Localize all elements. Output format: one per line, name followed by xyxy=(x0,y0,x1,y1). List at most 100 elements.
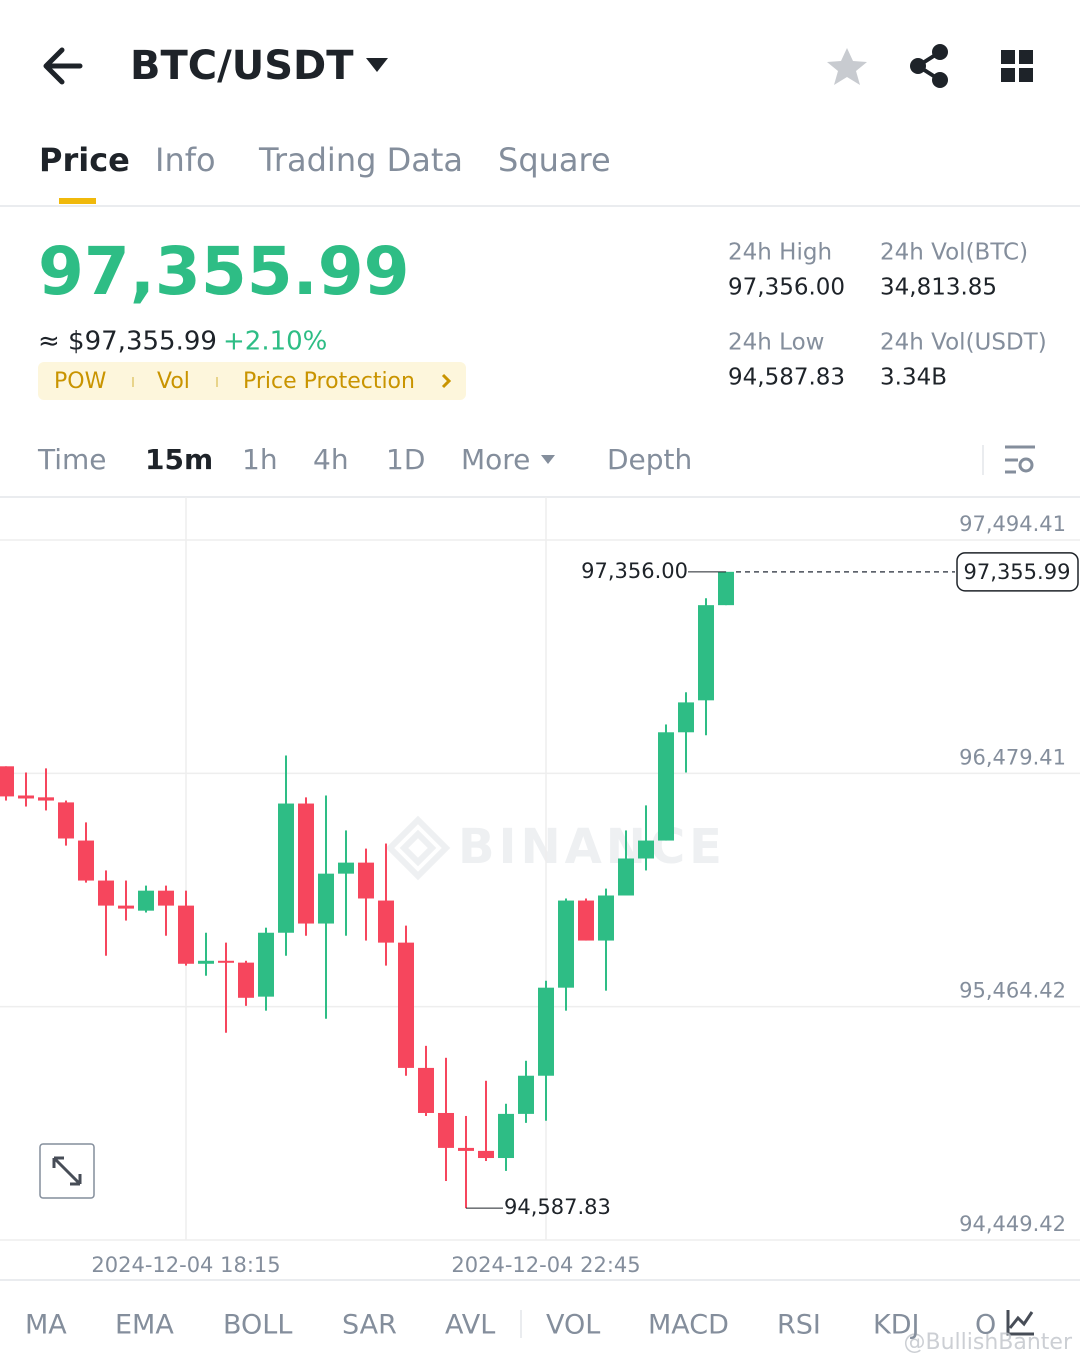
indicator[interactable]: KDJ xyxy=(873,1310,919,1341)
interval[interactable]: 4h xyxy=(313,443,349,476)
candle-body xyxy=(718,571,734,606)
favorite-icon[interactable] xyxy=(827,48,867,85)
stat-value: 97,356.00 xyxy=(728,275,845,301)
candle-body xyxy=(318,873,334,924)
high-label: 97,356.00 xyxy=(581,559,688,583)
separator xyxy=(132,377,134,387)
indicator[interactable]: MA xyxy=(25,1310,67,1341)
expand-icon xyxy=(52,1156,82,1186)
candle-body xyxy=(618,858,634,896)
indicator[interactable]: RSI xyxy=(777,1310,821,1341)
indicator[interactable]: BOLL xyxy=(223,1310,292,1341)
interval[interactable]: More xyxy=(461,443,530,476)
indicator[interactable]: AVL xyxy=(445,1310,495,1341)
candle-body xyxy=(438,1112,454,1148)
tab-indicator xyxy=(59,198,96,204)
candle-body xyxy=(518,1075,534,1114)
tab[interactable]: Trading Data xyxy=(258,141,463,179)
y-tick-label: 94,449.42 xyxy=(959,1212,1066,1236)
pair-dropdown[interactable] xyxy=(366,58,388,72)
indicator[interactable]: SAR xyxy=(342,1310,397,1341)
indicator[interactable]: MACD xyxy=(648,1310,729,1341)
last-price-label: 97,355.99 xyxy=(964,560,1071,584)
candle-body xyxy=(458,1147,474,1151)
interval[interactable]: 15m xyxy=(145,443,213,476)
candle-body xyxy=(0,766,14,797)
candle-body xyxy=(258,932,274,997)
candle-body xyxy=(118,905,134,909)
last-price-tag xyxy=(956,552,1079,592)
low-label: 94,587.83 xyxy=(504,1195,611,1219)
candle-body xyxy=(698,605,714,701)
stat-label: 24h Vol(USDT) xyxy=(880,330,1047,356)
stat-value: 94,587.83 xyxy=(728,365,845,391)
candle-body xyxy=(238,962,254,998)
chevron xyxy=(441,373,452,389)
indicator[interactable]: O xyxy=(975,1310,996,1341)
stat-label: 24h Low xyxy=(728,330,824,356)
candle-body xyxy=(398,942,414,1068)
candle-body xyxy=(38,797,54,801)
candle-body xyxy=(498,1113,514,1159)
candle-body xyxy=(418,1067,434,1113)
fiat-price: ≈ $97,355.99 xyxy=(38,327,217,357)
tag-bar xyxy=(38,362,466,400)
candle-body xyxy=(98,880,114,906)
interval[interactable]: 1h xyxy=(242,443,278,476)
separator xyxy=(216,377,218,387)
share-icon[interactable] xyxy=(910,44,948,88)
stat-value: 3.34B xyxy=(880,365,947,391)
price-change: +2.10% xyxy=(223,327,327,357)
indicator-settings-icon[interactable] xyxy=(1006,1310,1034,1336)
chart-settings-icon[interactable] xyxy=(1005,445,1035,474)
tab[interactable]: Price xyxy=(39,141,130,179)
indicator[interactable]: VOL xyxy=(546,1310,600,1341)
candle-body xyxy=(198,960,214,964)
candle-body xyxy=(138,890,154,911)
candle-body xyxy=(578,900,594,941)
back-button[interactable] xyxy=(43,47,83,85)
stat-label: 24h High xyxy=(728,240,832,266)
tab[interactable]: Square xyxy=(498,141,611,179)
candle-body xyxy=(378,900,394,943)
y-tick-label: 97,494.41 xyxy=(959,512,1066,536)
tag[interactable]: Price Protection xyxy=(243,369,415,394)
candle-body xyxy=(558,900,574,988)
candle-body xyxy=(538,987,554,1076)
pair-title[interactable]: BTC/USDT xyxy=(130,43,354,89)
candle-body xyxy=(278,803,294,933)
tag[interactable]: POW xyxy=(54,369,107,394)
grid-menu-icon[interactable] xyxy=(1001,50,1033,82)
more-dropdown[interactable] xyxy=(541,455,555,464)
candle-body xyxy=(358,862,374,899)
tag[interactable]: Vol xyxy=(157,369,190,394)
stat-value: 34,813.85 xyxy=(880,275,997,301)
candle-body xyxy=(338,862,354,874)
indicator[interactable]: EMA xyxy=(115,1310,174,1341)
candle-body xyxy=(678,702,694,733)
candle-body xyxy=(218,960,234,963)
x-tick-label: 2024-12-04 22:45 xyxy=(451,1253,640,1277)
watermark-logo xyxy=(385,815,451,881)
candle-body xyxy=(658,732,674,841)
candle-body xyxy=(158,890,174,906)
y-tick-label: 96,479.41 xyxy=(959,745,1066,769)
candle-body xyxy=(18,795,34,799)
interval[interactable]: Depth xyxy=(607,443,692,476)
stat-label: 24h Vol(BTC) xyxy=(880,240,1028,266)
last-price: 97,355.99 xyxy=(38,233,410,310)
interval[interactable]: Time xyxy=(37,443,107,476)
candle-body xyxy=(178,905,194,964)
watermark: @BullishBanter xyxy=(903,1330,1072,1355)
candle-body xyxy=(78,840,94,881)
interval[interactable]: 1D xyxy=(386,443,425,476)
chart-watermark: BINANCE xyxy=(458,819,726,875)
candle-body xyxy=(598,895,614,941)
x-tick-label: 2024-12-04 18:15 xyxy=(91,1253,280,1277)
candle-body xyxy=(478,1150,494,1159)
candle-body xyxy=(638,840,654,859)
tab[interactable]: Info xyxy=(155,141,216,179)
y-tick-label: 95,464.42 xyxy=(959,979,1066,1003)
